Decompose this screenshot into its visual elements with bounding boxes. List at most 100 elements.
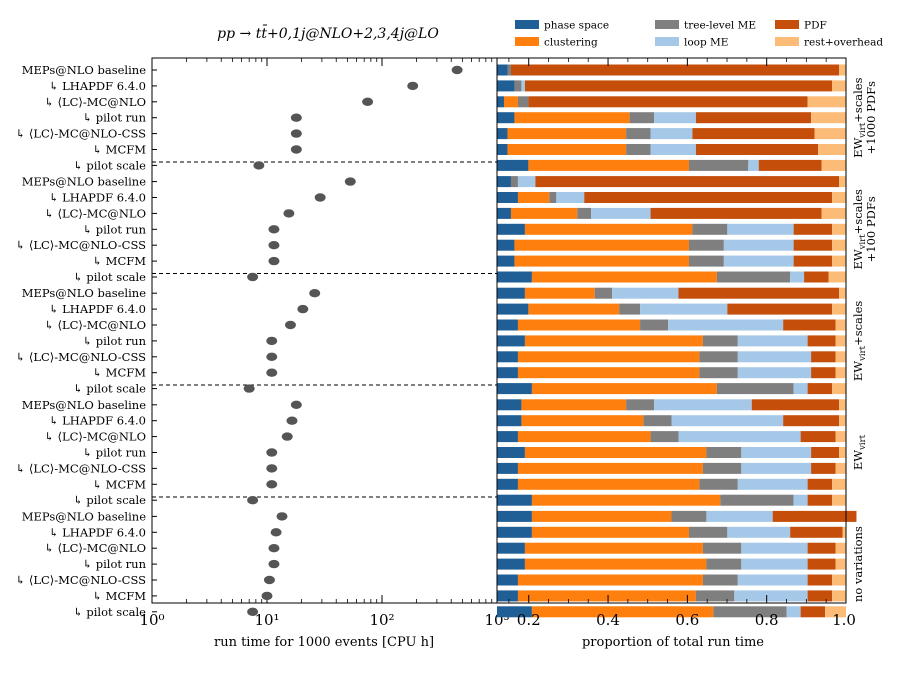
bar-segment-pdf — [811, 367, 836, 379]
bar-segment-loop-me — [737, 367, 812, 379]
bar-segment-tree-level-me — [626, 399, 655, 411]
bar-segment-rest-overhead — [839, 176, 846, 188]
bar-segment-pdf — [678, 287, 840, 299]
bar-segment-pdf — [793, 223, 833, 235]
runtime-marker — [266, 336, 278, 346]
bar-segment-clustering — [524, 223, 693, 235]
bar-segment-loop-me — [734, 590, 808, 602]
bar-segment-rest-overhead — [835, 558, 846, 570]
proportion-frame — [496, 57, 847, 604]
bar-segment-pdf — [800, 431, 836, 443]
bar-segment-phase-space — [497, 192, 518, 203]
bar-segment-tree-level-me — [549, 192, 557, 203]
bar-segment-clustering — [514, 239, 689, 251]
runtime-marker — [261, 591, 273, 601]
bar-segment-rest-overhead — [839, 399, 846, 411]
bar-segment-phase-space — [497, 112, 515, 124]
bar-segment-loop-me — [654, 112, 696, 124]
legend: phase space tree-level ME PDF clustering loo… — [515, 20, 883, 49]
legend-swatch-3 — [515, 37, 539, 46]
bar-segment-tree-level-me — [650, 431, 679, 443]
bar-segment-tree-level-me — [517, 96, 529, 108]
bar-segment-tree-level-me — [688, 159, 749, 171]
row-label: ↳ pilot run — [82, 334, 146, 348]
bar-segment-tree-level-me — [688, 239, 724, 251]
bar-segment-tree-level-me — [713, 606, 787, 618]
bar-segment-rest-overhead — [835, 319, 846, 331]
row-label: ↳ ⟨LC⟩-MC@NLO-CSS — [16, 350, 147, 364]
bar-segment-phase-space — [497, 287, 525, 299]
runtime-marker — [247, 272, 259, 282]
runtime-marker — [253, 161, 265, 170]
runtime-marker — [276, 512, 288, 521]
bar-segment-pdf — [772, 510, 857, 522]
bar-segment-loop-me — [612, 287, 679, 299]
bar-segment-phase-space — [497, 351, 518, 363]
runtime-marker — [362, 97, 374, 107]
bar-segment-rest-overhead — [832, 192, 846, 203]
bar-segment-phase-space — [497, 144, 508, 155]
bar-segment-pdf — [783, 415, 840, 427]
bar-segment-tree-level-me — [716, 271, 791, 283]
bar-segment-clustering — [517, 367, 700, 379]
runtime-marker — [344, 177, 356, 186]
legend-label-5: rest+overhead — [804, 37, 883, 49]
bar-segment-loop-me — [591, 207, 651, 219]
bar-segment-rest-overhead — [811, 112, 846, 124]
bar-segment-clustering — [531, 494, 721, 506]
legend-label-0: phase space — [544, 20, 609, 32]
runtime-x-axis-label: run time for 1000 events [CPU h] — [214, 635, 434, 650]
row-label: ↳ ⟨LC⟩-MC@NLO-CSS — [16, 127, 147, 141]
bar-segment-phase-space — [497, 64, 508, 76]
row-label: ↳ LHAPDF 6.4.0 — [49, 414, 146, 428]
bar-segment-tree-level-me — [626, 128, 651, 140]
bar-segment-loop-me — [741, 542, 808, 554]
bar-segment-clustering — [521, 399, 627, 411]
runtime-marker — [268, 544, 280, 553]
bar-segment-clustering — [531, 383, 717, 395]
bar-segment-rest-overhead — [832, 494, 846, 506]
bar-segment-loop-me — [668, 319, 784, 331]
bar-segment-rest-overhead — [835, 351, 846, 363]
bar-segment-tree-level-me — [643, 415, 672, 427]
bar-segment-clustering — [517, 478, 700, 490]
proportion-tick-label-0: 0.2 — [517, 611, 541, 629]
bar-segment-loop-me — [723, 239, 794, 251]
row-label: ↳ pilot run — [82, 446, 146, 460]
bar-segment-pdf — [793, 255, 833, 267]
group-label-1: EWvirt+scales — [851, 189, 868, 270]
bar-segment-rest-overhead — [814, 128, 846, 140]
bar-segment-phase-space — [497, 335, 525, 347]
bar-segment-clustering — [517, 351, 700, 363]
runtime-tick-label-1: 10¹ — [254, 611, 279, 629]
bar-segment-phase-space — [497, 159, 529, 171]
bar-segment-phase-space — [497, 383, 532, 395]
bar-segment-pdf — [807, 590, 833, 602]
row-label: ↳ ⟨LC⟩-MC@NLO — [44, 206, 146, 220]
legend-swatch-0 — [515, 20, 539, 29]
bar-segment-pdf — [804, 271, 829, 283]
runtime-marker — [266, 464, 278, 473]
bar-segment-clustering — [524, 542, 703, 554]
row-label: ↳ pilot scale — [73, 493, 146, 507]
group-label-0: EWvirt+scales — [851, 77, 868, 158]
bar-segment-loop-me — [741, 558, 808, 570]
bar-segment-tree-level-me — [706, 447, 742, 458]
row-label: ↳ LHAPDF 6.4.0 — [49, 79, 146, 93]
runtime-marker — [290, 129, 302, 138]
bar-segment-tree-level-me — [702, 462, 742, 474]
bar-segment-rest-overhead — [835, 431, 846, 443]
row-label: ↳ LHAPDF 6.4.0 — [49, 525, 146, 539]
bar-segment-pdf — [695, 144, 819, 155]
runtime-marker — [286, 416, 298, 425]
bar-segment-clustering — [517, 319, 641, 331]
bar-segment-phase-space — [497, 399, 522, 411]
bar-segment-phase-space — [497, 223, 525, 235]
runtime-marker — [268, 559, 280, 569]
bar-segment-rest-overhead — [821, 159, 846, 171]
bar-segment-tree-level-me — [688, 255, 724, 267]
bar-segment-pdf — [695, 112, 812, 124]
